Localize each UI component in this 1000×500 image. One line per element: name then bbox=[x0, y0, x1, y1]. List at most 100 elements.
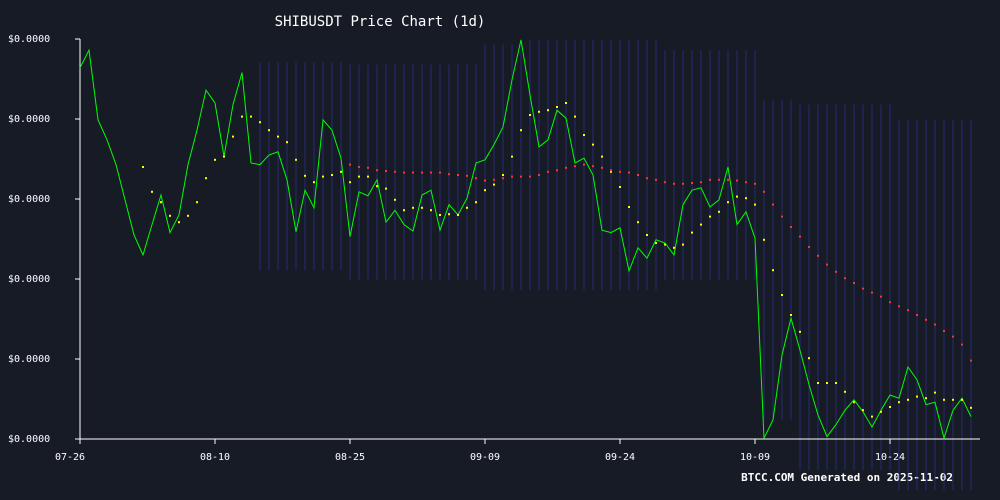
ma-dot bbox=[736, 179, 738, 182]
ma-dot bbox=[736, 195, 738, 198]
ma-dot bbox=[556, 169, 558, 172]
ma-dot bbox=[403, 171, 405, 174]
y-tick-label: $0.0000 bbox=[8, 434, 50, 445]
ma-dot bbox=[475, 201, 477, 204]
ma-dot bbox=[259, 121, 261, 124]
ma-dot bbox=[187, 214, 189, 217]
ma-dot bbox=[385, 187, 387, 190]
ma-dot bbox=[673, 246, 675, 249]
ma-dot bbox=[547, 170, 549, 173]
ma-dot bbox=[268, 129, 270, 132]
ma-dot bbox=[646, 234, 648, 236]
ma-dot bbox=[223, 155, 225, 158]
ma-dot bbox=[421, 171, 423, 174]
ma-dot bbox=[898, 305, 900, 308]
ma-dot bbox=[889, 301, 891, 304]
ma-dot bbox=[952, 398, 954, 401]
x-tick-label: 10-09 bbox=[740, 452, 770, 463]
ma-dot bbox=[178, 221, 180, 224]
ma-dot bbox=[718, 210, 720, 213]
ma-dot bbox=[619, 186, 621, 188]
footer: BTCC.COM Generated on 2025-11-02 bbox=[741, 471, 953, 484]
ma-dot bbox=[511, 155, 513, 158]
ma-dot bbox=[169, 214, 171, 217]
ma-dot bbox=[430, 209, 432, 212]
ma-dot bbox=[871, 415, 873, 418]
ma-dot bbox=[592, 143, 594, 146]
x-tick-label: 09-09 bbox=[470, 452, 500, 463]
ma-dot bbox=[619, 170, 621, 173]
ma-dot bbox=[250, 115, 252, 118]
ma-dot bbox=[718, 178, 720, 181]
ma-dot bbox=[493, 183, 495, 186]
ma-dot bbox=[358, 166, 360, 168]
ma-dot bbox=[880, 410, 882, 413]
ma-dot bbox=[565, 102, 567, 104]
ma-dot bbox=[412, 171, 414, 174]
ma-dot bbox=[727, 201, 729, 204]
ma-dot bbox=[196, 201, 198, 204]
ma-dot bbox=[304, 174, 306, 177]
ma-dot bbox=[502, 177, 504, 180]
ma-dot bbox=[502, 174, 504, 176]
ma-dot bbox=[727, 178, 729, 181]
ma-dot bbox=[529, 114, 531, 116]
ma-dot bbox=[466, 174, 468, 177]
ma-dot bbox=[745, 181, 747, 184]
ma-dot bbox=[943, 398, 945, 401]
ma-dot bbox=[925, 318, 927, 321]
ma-dot bbox=[538, 110, 540, 113]
ma-dot bbox=[745, 197, 747, 200]
ma-dot bbox=[934, 323, 936, 326]
ma-dot bbox=[295, 158, 297, 161]
ma-dot bbox=[817, 382, 819, 384]
ma-dot bbox=[511, 175, 513, 178]
ma-dot bbox=[529, 175, 531, 178]
ma-dot bbox=[970, 359, 972, 362]
ma-dot bbox=[682, 243, 684, 246]
ma-dot bbox=[880, 295, 882, 298]
ma-dot bbox=[862, 287, 864, 290]
ma-dot bbox=[655, 242, 657, 244]
ma-dot bbox=[691, 231, 693, 234]
ma-dot bbox=[754, 182, 756, 185]
ma-dot bbox=[340, 170, 342, 173]
ma-dot bbox=[358, 175, 360, 178]
ma-dot bbox=[484, 179, 486, 182]
ma-dot bbox=[907, 309, 909, 312]
ma-dot bbox=[583, 163, 585, 166]
ma-dot bbox=[961, 343, 963, 346]
ma-dot bbox=[565, 166, 567, 169]
ma-dot bbox=[322, 175, 324, 178]
ma-dot bbox=[970, 406, 972, 409]
ma-dot bbox=[592, 165, 594, 168]
ma-dot bbox=[925, 397, 927, 400]
ma-dot bbox=[772, 203, 774, 206]
ma-dot bbox=[664, 243, 666, 246]
ma-dot bbox=[394, 198, 396, 201]
ma-dot bbox=[520, 175, 522, 178]
ma-dot bbox=[853, 401, 855, 404]
ma-dot bbox=[790, 314, 792, 316]
ma-dot bbox=[709, 215, 711, 218]
ma-dot bbox=[916, 314, 918, 316]
ma-dot bbox=[961, 398, 963, 401]
ma-dot bbox=[520, 129, 522, 132]
ma-dot bbox=[655, 178, 657, 181]
ma-dot bbox=[934, 391, 936, 394]
x-tick-label: 08-25 bbox=[335, 452, 365, 463]
ma-dot bbox=[664, 181, 666, 184]
ma-dot bbox=[439, 171, 441, 174]
x-tick-label: 07-26 bbox=[55, 452, 85, 463]
y-tick-label: $0.0000 bbox=[8, 34, 50, 45]
ma-dot bbox=[808, 357, 810, 360]
ma-dot bbox=[232, 135, 234, 138]
ma-dot bbox=[682, 182, 684, 185]
ma-dot bbox=[898, 401, 900, 404]
ma-dot bbox=[952, 335, 954, 338]
ma-dot bbox=[439, 214, 441, 216]
y-tick-label: $0.0000 bbox=[8, 354, 50, 365]
ma-dot bbox=[799, 330, 801, 333]
